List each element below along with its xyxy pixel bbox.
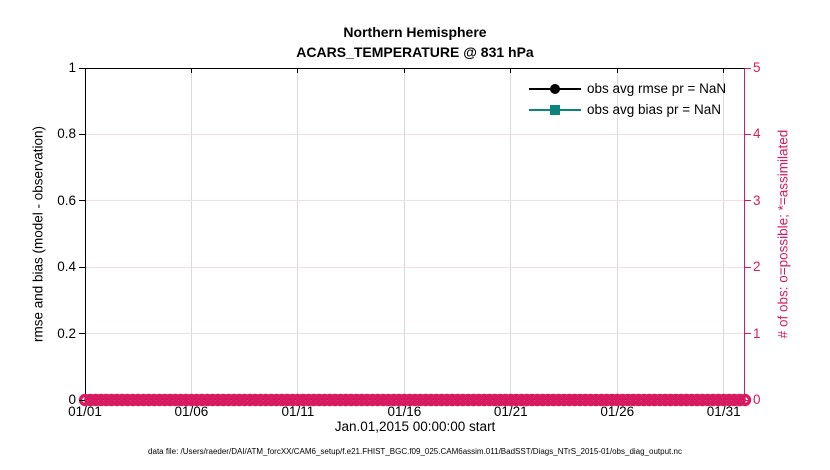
y-left-tick-mark bbox=[79, 200, 85, 202]
x-tick-label: 01/26 bbox=[600, 404, 635, 419]
chart-title: Northern Hemisphere ACARS_TEMPERATURE @ … bbox=[85, 22, 745, 62]
y-left-tick-label: 0.8 bbox=[57, 126, 76, 142]
legend-item-rmse: obs avg rmse pr = NaN bbox=[529, 78, 726, 99]
gridline-horizontal bbox=[85, 133, 745, 135]
y-right-tick-label: 1 bbox=[753, 325, 761, 341]
gridline-vertical bbox=[723, 68, 725, 400]
y-left-tick-mark bbox=[79, 333, 85, 335]
x-tick-label: 01/06 bbox=[174, 404, 209, 419]
y-right-tick-mark bbox=[745, 333, 751, 335]
x-tick-mark-top bbox=[297, 68, 299, 73]
gridline-vertical bbox=[403, 68, 405, 400]
x-tick-mark-top bbox=[403, 68, 405, 73]
y-right-tick-mark bbox=[745, 67, 751, 69]
legend-marker-circle-icon bbox=[550, 83, 560, 94]
y-left-tick-label: 0.2 bbox=[57, 325, 76, 341]
gridline-horizontal bbox=[85, 266, 745, 268]
x-tick-mark-top bbox=[190, 68, 192, 73]
gridline-vertical bbox=[190, 68, 192, 400]
legend-label-rmse: obs avg rmse pr = NaN bbox=[587, 81, 727, 96]
right-y-axis-label: # of obs: o=possible; *=assimilated bbox=[775, 129, 791, 339]
y-left-tick-mark bbox=[79, 133, 85, 135]
legend-sample-rmse bbox=[529, 83, 581, 95]
y-right-tick-mark bbox=[745, 133, 751, 135]
y-left-tick-label: 0.4 bbox=[57, 259, 76, 275]
y-right-tick-label: 4 bbox=[753, 126, 761, 142]
obs-count-zero-markers bbox=[78, 393, 752, 407]
y-left-tick-mark bbox=[79, 266, 85, 268]
x-tick-label: 01/01 bbox=[68, 404, 102, 419]
legend-marker-square-icon bbox=[550, 104, 560, 115]
legend-label-bias: obs avg bias pr = NaN bbox=[587, 102, 721, 117]
legend-sample-bias bbox=[529, 104, 581, 116]
x-tick-mark-top bbox=[84, 68, 86, 73]
y-left-tick-label: 0.6 bbox=[57, 192, 76, 208]
x-tick-label: 01/16 bbox=[387, 404, 422, 419]
gridline-horizontal bbox=[85, 200, 745, 202]
x-tick-mark-top bbox=[723, 68, 725, 73]
y-right-tick-mark bbox=[745, 399, 751, 401]
legend-item-bias: obs avg bias pr = NaN bbox=[529, 99, 726, 120]
title-variable-level: ACARS_TEMPERATURE @ 831 hPa bbox=[296, 44, 534, 60]
y-right-tick-label: 5 bbox=[753, 60, 761, 75]
gridline-vertical bbox=[510, 68, 512, 400]
x-tick-label: 01/21 bbox=[493, 404, 528, 419]
x-tick-label: 01/11 bbox=[281, 404, 315, 419]
gridline-vertical bbox=[616, 68, 618, 400]
gridline-vertical bbox=[297, 68, 299, 400]
x-tick-label: 01/31 bbox=[706, 404, 741, 419]
y-right-tick-label: 2 bbox=[753, 259, 761, 275]
x-tick-mark-top bbox=[616, 68, 618, 73]
y-left-tick-label: 1 bbox=[68, 60, 76, 75]
y-right-tick-label: 3 bbox=[753, 192, 761, 208]
legend: obs avg rmse pr = NaN obs avg bias pr = … bbox=[529, 78, 726, 120]
left-y-axis-label: rmse and bias (model - observation) bbox=[30, 125, 46, 343]
data-file-caption: data file: /Users/raeder/DAI/ATM_forcXX/… bbox=[148, 447, 682, 456]
y-left-tick-mark bbox=[79, 399, 85, 401]
x-axis-label: Jan.01,2015 00:00:00 start bbox=[334, 419, 496, 434]
y-left-tick-mark bbox=[79, 67, 85, 69]
x-tick-mark-top bbox=[510, 68, 512, 73]
title-hemisphere: Northern Hemisphere bbox=[343, 24, 487, 40]
y-right-tick-mark bbox=[745, 200, 751, 202]
y-right-tick-label: 0 bbox=[753, 392, 761, 407]
y-right-tick-mark bbox=[745, 266, 751, 268]
y-left-tick-label: 0 bbox=[68, 392, 76, 407]
gridline-horizontal bbox=[85, 333, 745, 335]
